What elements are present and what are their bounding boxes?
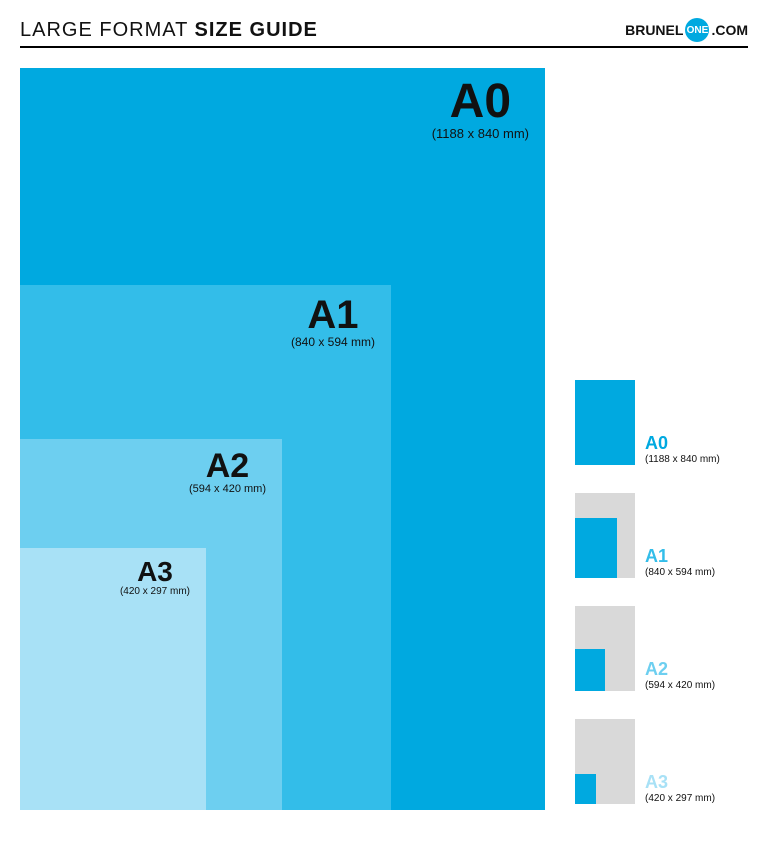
size-label-group: A2(594 x 420 mm) <box>189 449 266 495</box>
legend-name: A2 <box>645 659 715 680</box>
size-label-group: A3(420 x 297 mm) <box>120 558 190 597</box>
header: LARGE FORMAT SIZE GUIDE BRUNEL ONE .COM <box>20 18 748 48</box>
legend-name: A1 <box>645 546 715 567</box>
size-rect-a3: A3(420 x 297 mm) <box>20 548 206 810</box>
legend-swatch <box>575 719 635 804</box>
legend-name: A0 <box>645 433 720 454</box>
legend-swatch-inner <box>575 649 605 691</box>
main-content: A0(1188 x 840 mm)A1(840 x 594 mm)A2(594 … <box>20 68 748 810</box>
legend-dimensions: (840 x 594 mm) <box>645 567 715 578</box>
legend-name: A3 <box>645 772 715 793</box>
brand-logo: BRUNEL ONE .COM <box>625 18 748 42</box>
size-dimensions: (840 x 594 mm) <box>291 335 375 349</box>
legend-swatch <box>575 380 635 465</box>
title-thin: LARGE FORMAT <box>20 19 195 41</box>
legend-row-a0: A0(1188 x 840 mm) <box>575 380 720 465</box>
legend-dimensions: (594 x 420 mm) <box>645 680 715 691</box>
size-name: A0 <box>432 78 529 126</box>
legend-text: A0(1188 x 840 mm) <box>645 433 720 465</box>
size-dimensions: (420 x 297 mm) <box>120 586 190 597</box>
legend-text: A3(420 x 297 mm) <box>645 772 715 804</box>
nested-size-diagram: A0(1188 x 840 mm) A1(840 x 594 mm) A2(594 … <box>20 68 545 810</box>
legend-text: A2(594 x 420 mm) <box>645 659 715 691</box>
legend-dimensions: (1188 x 840 mm) <box>645 454 720 465</box>
legend-row-a1: A1(840 x 594 mm) <box>575 493 720 578</box>
legend-dimensions: (420 x 297 mm) <box>645 793 715 804</box>
brand-part1: BRUNEL <box>625 22 683 38</box>
legend-row-a3: A3(420 x 297 mm) <box>575 719 720 804</box>
size-legend: A0(1188 x 840 mm) A1(840 x 594 mm) A2(594 … <box>575 380 720 810</box>
brand-part2: .COM <box>711 22 748 38</box>
legend-swatch <box>575 493 635 578</box>
size-name: A1 <box>291 295 375 335</box>
size-name: A2 <box>189 449 266 483</box>
legend-swatch-inner <box>575 380 635 465</box>
size-dimensions: (594 x 420 mm) <box>189 483 266 495</box>
legend-swatch <box>575 606 635 691</box>
legend-swatch-inner <box>575 518 617 578</box>
size-name: A3 <box>120 558 190 586</box>
title-bold: SIZE GUIDE <box>195 19 318 41</box>
size-label-group: A0(1188 x 840 mm) <box>432 78 529 141</box>
legend-text: A1(840 x 594 mm) <box>645 546 715 578</box>
legend-swatch-inner <box>575 774 596 804</box>
size-dimensions: (1188 x 840 mm) <box>432 126 529 141</box>
brand-circle-icon: ONE <box>685 18 709 42</box>
legend-row-a2: A2(594 x 420 mm) <box>575 606 720 691</box>
page-title: LARGE FORMAT SIZE GUIDE <box>20 19 318 42</box>
size-label-group: A1(840 x 594 mm) <box>291 295 375 349</box>
